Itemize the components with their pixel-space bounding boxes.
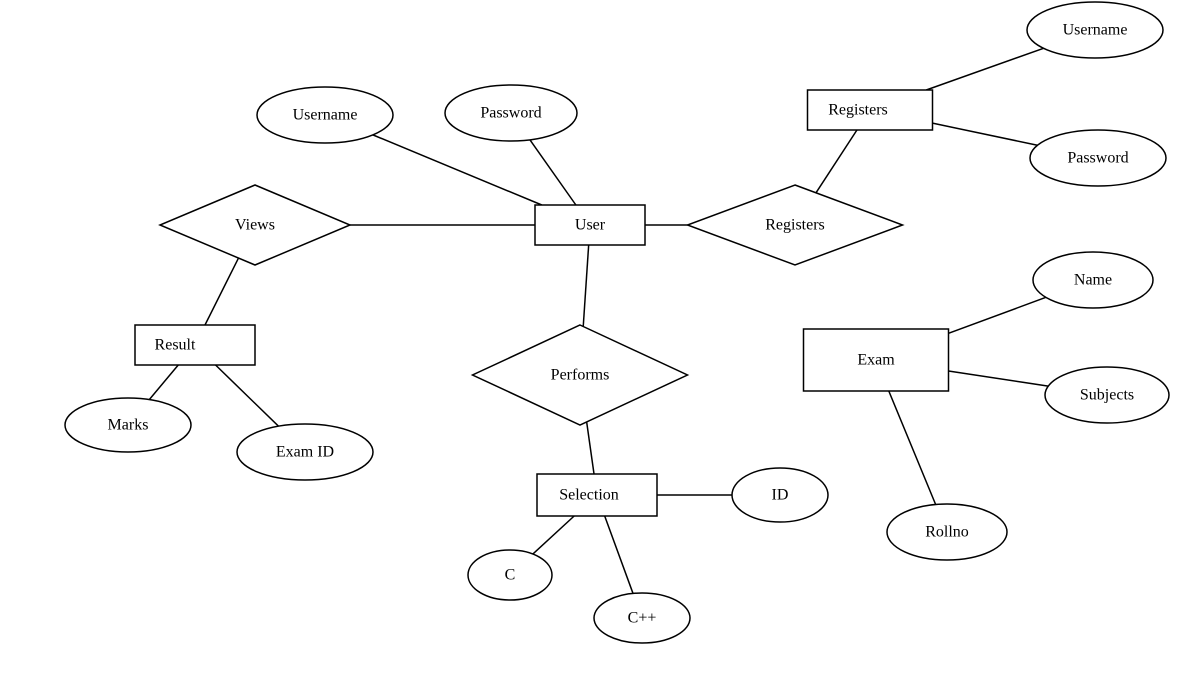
label-username2: Username (1063, 22, 1128, 39)
label-views: Views (235, 217, 275, 234)
edge-exam-rollno (889, 391, 936, 505)
label-password1: Password (480, 105, 541, 122)
edge-registersR-registersE (816, 130, 857, 193)
label-username1: Username (293, 107, 358, 124)
edge-result-examid (216, 365, 279, 426)
edge-user-performs (583, 245, 588, 327)
label-cpp: C++ (628, 610, 657, 627)
label-password2: Password (1067, 150, 1128, 167)
label-performs: Performs (551, 367, 610, 384)
edge-selection-c (533, 516, 574, 554)
edge-performs-selection (587, 422, 594, 474)
edge-result-marks (149, 365, 178, 400)
edge-exam-name (949, 297, 1046, 333)
label-registersR: Registers (765, 217, 825, 234)
label-examid: Exam ID (276, 444, 334, 461)
edge-exam-subjects (949, 371, 1049, 386)
label-user: User (575, 217, 606, 234)
edge-registersE-password2 (933, 123, 1038, 145)
label-name: Name (1074, 272, 1112, 289)
label-result: Result (155, 337, 196, 354)
edge-views-result (205, 258, 238, 325)
label-marks: Marks (108, 417, 149, 434)
label-selection: Selection (559, 487, 619, 504)
edge-registersE-username2 (926, 48, 1043, 90)
label-subjects: Subjects (1080, 387, 1134, 404)
edge-password1-user (530, 140, 576, 205)
edge-selection-cpp (605, 516, 633, 593)
label-exam: Exam (857, 352, 895, 369)
nodes-layer: User Result Selection Registers Exam Views Reg… (65, 2, 1169, 643)
er-diagram: User Result Selection Registers Exam Views Reg… (0, 0, 1200, 674)
label-rollno: Rollno (925, 524, 969, 541)
label-id: ID (772, 487, 789, 504)
label-registersE: Registers (828, 102, 888, 119)
label-c: C (505, 567, 516, 584)
edge-username1-user (373, 135, 542, 205)
